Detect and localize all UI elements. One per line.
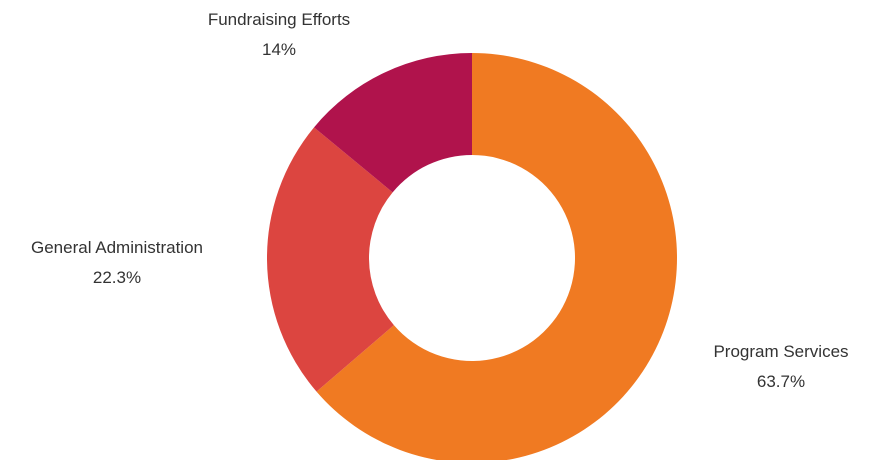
donut-slice-fundraising-efforts[interactable] [314,53,472,193]
slice-name-label: Program Services [713,342,848,361]
slice-value-label: 63.7% [757,372,805,391]
donut-slices [267,53,677,460]
slice-name-label: Fundraising Efforts [208,10,350,29]
slice-name-label: General Administration [31,238,203,257]
donut-labels: Program Services 63.7% General Administrat… [31,10,849,391]
slice-value-label: 22.3% [93,268,141,287]
donut-slice-program-services[interactable] [316,53,677,460]
slice-value-label: 14% [262,40,296,59]
donut-slice-general-administration[interactable] [267,127,394,392]
